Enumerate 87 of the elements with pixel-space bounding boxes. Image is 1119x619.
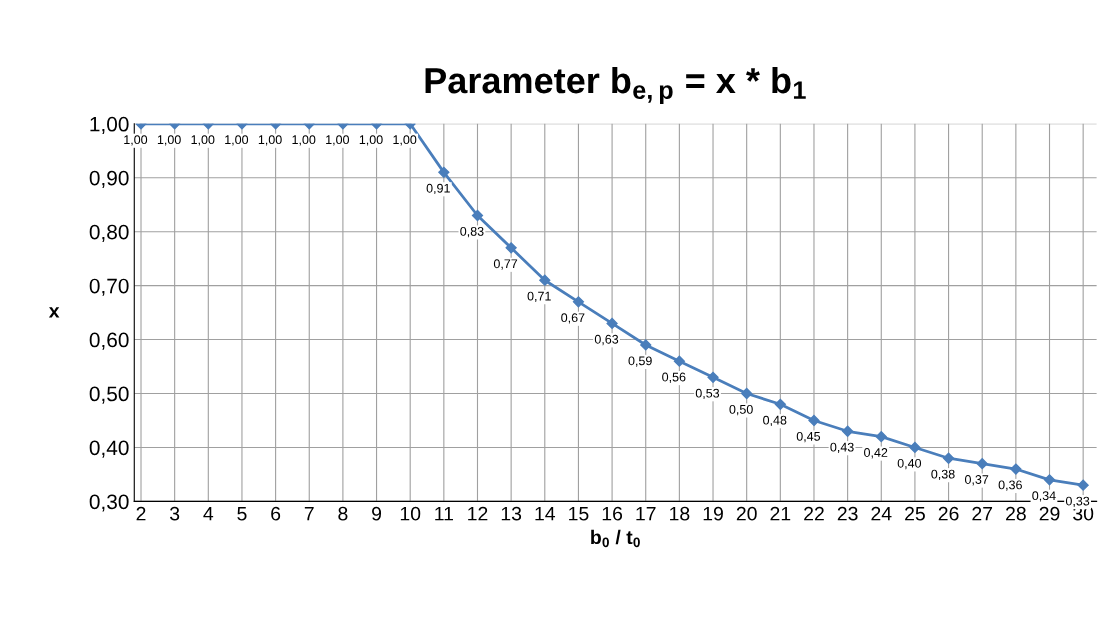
data-label: 0,53 (695, 388, 720, 400)
x-tick-label: 11 (435, 506, 453, 521)
data-label: 0,37 (964, 475, 989, 486)
data-label: 1,00 (157, 135, 181, 146)
data-label: 0,59 (628, 356, 652, 367)
point (774, 398, 786, 410)
y-axis-title: x (48, 307, 60, 318)
x-tick-label: 12 (468, 506, 488, 521)
data-label: 0,38 (931, 469, 955, 481)
x-tick-label: 8 (338, 506, 348, 521)
data-label: 0,34 (1032, 491, 1056, 502)
point (707, 371, 719, 383)
data-label: 0,40 (897, 458, 922, 470)
x-tick-label: 28 (1006, 506, 1026, 521)
chart-title: Parameter b$_{e,p}$ = x * b$_{1}$ (425, 66, 806, 105)
x-axis-title: b$_{0}$ / t$_{0}$ (591, 529, 640, 548)
point (640, 339, 652, 351)
point (505, 242, 517, 254)
x-tick-label: 16 (602, 506, 623, 521)
x-tick-label: 29 (1039, 506, 1060, 521)
point (909, 441, 921, 454)
point (942, 452, 955, 464)
x-tick-label: 5 (237, 506, 247, 521)
data-label: 0,67 (561, 313, 585, 324)
data-label: 0,56 (662, 372, 686, 383)
y-tick-label: 0,50 (89, 386, 129, 404)
x-tick-label: 23 (837, 506, 858, 521)
point (976, 458, 988, 470)
x-tick-label: 10 (400, 506, 421, 521)
x-tick-label: 15 (569, 506, 589, 521)
data-label: 1,00 (191, 135, 215, 146)
point (471, 209, 484, 222)
point (1043, 474, 1056, 486)
x-tick-label: 22 (804, 506, 824, 521)
x-tick-label: 25 (905, 506, 925, 521)
data-label: 0,91 (426, 183, 450, 195)
x-tick-label: 24 (871, 506, 892, 521)
x-tick-label: 13 (501, 506, 522, 521)
data-label: 0,48 (763, 415, 787, 427)
data-label: 1,00 (124, 135, 148, 146)
data-label: 1,00 (326, 135, 350, 146)
data-label: 1,00 (393, 135, 417, 146)
point (1010, 463, 1022, 475)
data-label: 1,00 (225, 135, 249, 146)
data-label: 0,71 (527, 291, 551, 302)
x-tick-label: 14 (535, 506, 556, 521)
x-tick-label: 21 (770, 506, 791, 521)
x-tick-label: 2 (136, 506, 146, 521)
data-label: 0,63 (594, 334, 619, 346)
x-tick-label: 20 (736, 506, 757, 521)
y-tick-label: 0,60 (89, 332, 129, 350)
x-tick-label: 9 (372, 506, 382, 521)
point (741, 387, 753, 400)
x-tick-label: 7 (304, 506, 314, 521)
data-label: 0,36 (998, 480, 1022, 491)
data-label: 0,43 (830, 442, 854, 454)
data-label: 0,83 (460, 226, 484, 238)
point (606, 317, 618, 329)
point (673, 355, 685, 367)
x-tick-label: 4 (203, 506, 214, 521)
data-label: 0,77 (493, 259, 518, 270)
y-tick-label: 0,70 (89, 278, 129, 296)
data-label: 0,33 (1065, 496, 1090, 507)
x-tick-label: 26 (938, 506, 959, 521)
point (842, 425, 854, 437)
data-label: 0,45 (796, 431, 821, 443)
y-tick-label: 0,30 (89, 494, 129, 512)
point (808, 414, 820, 427)
y-tick-label: 1,00 (90, 116, 129, 135)
x-tick-label: 18 (670, 506, 690, 521)
y-tick-label: 0,80 (89, 224, 129, 242)
point (875, 431, 887, 443)
data-label: 1,00 (359, 135, 383, 146)
x-tick-label: 19 (703, 506, 723, 521)
x-tick-label: 3 (169, 506, 180, 521)
data-label: 1,00 (258, 135, 282, 146)
point (1077, 479, 1089, 491)
data-label: 0,42 (864, 448, 888, 459)
y-tick-label: 0,90 (89, 170, 129, 188)
x-tick-label: 27 (972, 506, 993, 521)
point (572, 296, 585, 308)
x-tick-label: 6 (271, 506, 281, 521)
point (539, 274, 551, 286)
y-tick-label: 0,40 (89, 440, 129, 458)
data-label: 0,50 (729, 404, 753, 416)
data-label: 1,00 (292, 135, 316, 146)
x-tick-label: 17 (636, 506, 656, 521)
